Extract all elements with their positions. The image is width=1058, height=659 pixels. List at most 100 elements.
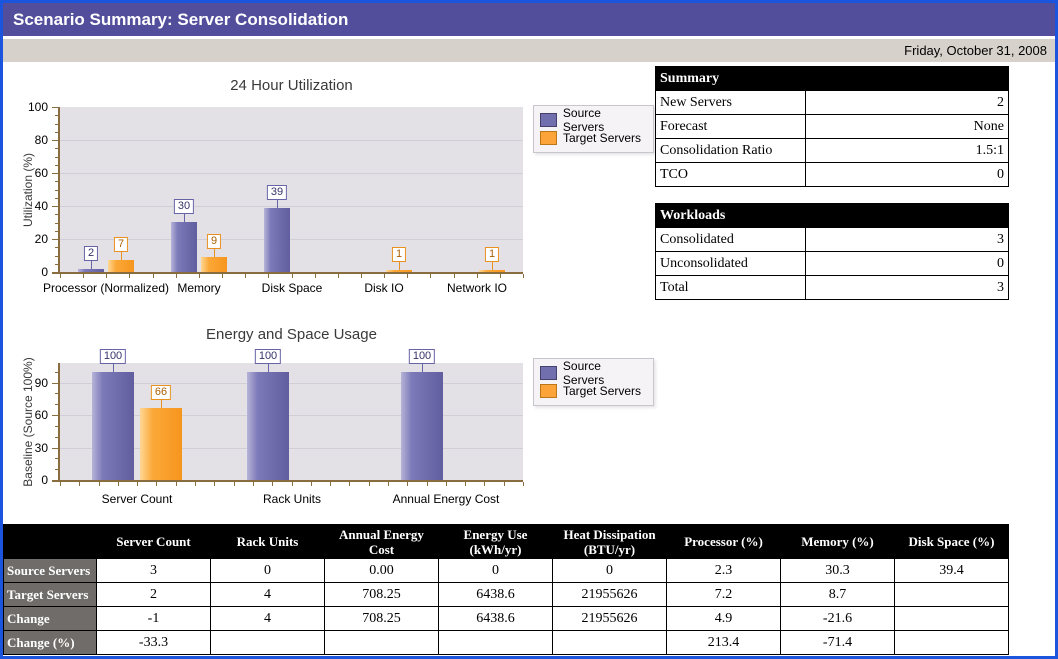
bar-label-connector bbox=[492, 262, 493, 270]
x-tick bbox=[454, 274, 455, 278]
y-tick-major bbox=[52, 480, 58, 481]
column-header: Server Count bbox=[96, 524, 211, 559]
x-category-label: Rack Units bbox=[262, 492, 322, 506]
y-tick-minor bbox=[55, 256, 58, 257]
bar-source-0 bbox=[92, 372, 134, 480]
data-cell: 6438.6 bbox=[438, 582, 553, 607]
data-cell: 4 bbox=[210, 606, 325, 631]
bar-value-label: 66 bbox=[150, 385, 172, 400]
x-tick bbox=[430, 274, 431, 278]
y-tick-major bbox=[52, 140, 58, 141]
row-label: Forecast bbox=[655, 114, 806, 139]
bar-label-connector bbox=[399, 262, 400, 270]
x-tick bbox=[106, 274, 107, 278]
x-tick bbox=[465, 482, 466, 486]
row-label: Unconsolidated bbox=[655, 251, 806, 276]
bar-target-4 bbox=[479, 270, 505, 272]
bar-source-1 bbox=[171, 222, 197, 272]
x-tick bbox=[156, 482, 157, 486]
x-tick bbox=[245, 274, 246, 278]
data-cell: 0.00 bbox=[324, 558, 439, 583]
table-row: Change -1 4 708.25 6438.6 21955626 4.9 -21.6 bbox=[3, 606, 1009, 631]
x-tick bbox=[118, 482, 119, 486]
row-label: Total bbox=[655, 275, 806, 300]
row-value: 2 bbox=[805, 90, 1009, 115]
data-cell: 21955626 bbox=[552, 606, 667, 631]
row-header: Target Servers bbox=[3, 582, 97, 607]
row-value: 3 bbox=[805, 275, 1009, 300]
bar-value-label: 1 bbox=[484, 247, 500, 262]
bar-value-label: 100 bbox=[254, 349, 282, 364]
chart-title: Energy and Space Usage bbox=[206, 326, 377, 343]
bar-label-connector bbox=[121, 252, 122, 260]
x-tick bbox=[272, 482, 273, 486]
summary-table: Summary New Servers 2 Forecast None Consolida… bbox=[655, 66, 1009, 187]
x-category-label: Memory bbox=[177, 281, 221, 295]
table-row: Change (%) -33.3 213.4 -71.4 bbox=[3, 630, 1009, 655]
x-tick bbox=[199, 274, 200, 278]
x-tick bbox=[253, 482, 254, 486]
bar-target-1 bbox=[201, 257, 227, 272]
legend-item: Target Servers bbox=[540, 129, 645, 147]
x-tick bbox=[407, 482, 408, 486]
table-row: Total 3 bbox=[655, 275, 1009, 300]
data-cell: 2.3 bbox=[666, 558, 781, 583]
target-series-swatch bbox=[540, 131, 557, 145]
x-axis-line bbox=[52, 272, 523, 274]
x-tick bbox=[477, 274, 478, 278]
bar-value-label: 9 bbox=[206, 234, 222, 249]
column-header: Memory (%) bbox=[780, 524, 895, 559]
y-tick-minor bbox=[55, 223, 58, 224]
legend-label: Source Servers bbox=[562, 106, 605, 134]
column-header bbox=[3, 524, 97, 559]
data-cell: 7.2 bbox=[666, 582, 781, 607]
x-axis-line bbox=[52, 480, 523, 482]
data-cell: 6438.6 bbox=[438, 606, 553, 631]
y-tick-minor bbox=[55, 437, 58, 438]
plot-area bbox=[60, 363, 523, 480]
workloads-table: Workloads Consolidated 3 Unconsolidated 0 Tot… bbox=[655, 203, 1009, 300]
row-label: Consolidated bbox=[655, 227, 806, 252]
bar-target-0 bbox=[140, 408, 182, 480]
y-tick-label: 80 bbox=[34, 133, 48, 147]
y-tick-minor bbox=[55, 115, 58, 116]
data-cell: 0 bbox=[210, 558, 325, 583]
plot-area bbox=[60, 107, 523, 272]
data-cell: -21.6 bbox=[780, 606, 895, 631]
gridline bbox=[60, 239, 523, 240]
source-series-swatch bbox=[540, 113, 557, 127]
column-header: Energy Use (kWh/yr) bbox=[438, 524, 553, 559]
x-tick bbox=[315, 274, 316, 278]
y-tick-label: 0 bbox=[41, 473, 48, 487]
data-cell: 2 bbox=[96, 582, 211, 607]
y-tick-minor bbox=[55, 469, 58, 470]
y-tick-label: 60 bbox=[34, 408, 48, 422]
y-tick-label: 30 bbox=[34, 441, 48, 455]
x-tick bbox=[407, 274, 408, 278]
energy-space-chart: Energy and Space Usage Baseline (Source 1… bbox=[14, 318, 654, 518]
legend: Source Servers Target Servers bbox=[533, 105, 654, 153]
data-cell bbox=[894, 606, 1009, 631]
row-value: 3 bbox=[805, 227, 1009, 252]
data-cell: -1 bbox=[96, 606, 211, 631]
data-cell: 4.9 bbox=[666, 606, 781, 631]
y-tick-minor bbox=[55, 458, 58, 459]
x-tick bbox=[129, 274, 130, 278]
x-tick bbox=[79, 482, 80, 486]
row-header: Change bbox=[3, 606, 97, 631]
y-tick-minor bbox=[55, 372, 58, 373]
bar-value-label: 2 bbox=[83, 246, 99, 261]
row-value: 1.5:1 bbox=[805, 138, 1009, 163]
table-row: Unconsolidated 0 bbox=[655, 251, 1009, 276]
consolidation-detail-table: Server Count Rack Units Annual Energy Cost… bbox=[3, 524, 1009, 655]
gridline bbox=[60, 383, 523, 384]
table-title: Summary bbox=[655, 66, 1009, 91]
x-category-label: Disk IO bbox=[364, 281, 404, 295]
utilization-chart: 24 Hour Utilization Utilization (%) 0 20 40 6… bbox=[14, 70, 654, 315]
y-tick-major bbox=[52, 383, 58, 384]
data-cell: 0 bbox=[552, 558, 667, 583]
table-row: New Servers 2 bbox=[655, 90, 1009, 115]
legend: Source Servers Target Servers bbox=[533, 358, 654, 406]
data-cell: 213.4 bbox=[666, 630, 781, 655]
x-tick bbox=[292, 274, 293, 278]
